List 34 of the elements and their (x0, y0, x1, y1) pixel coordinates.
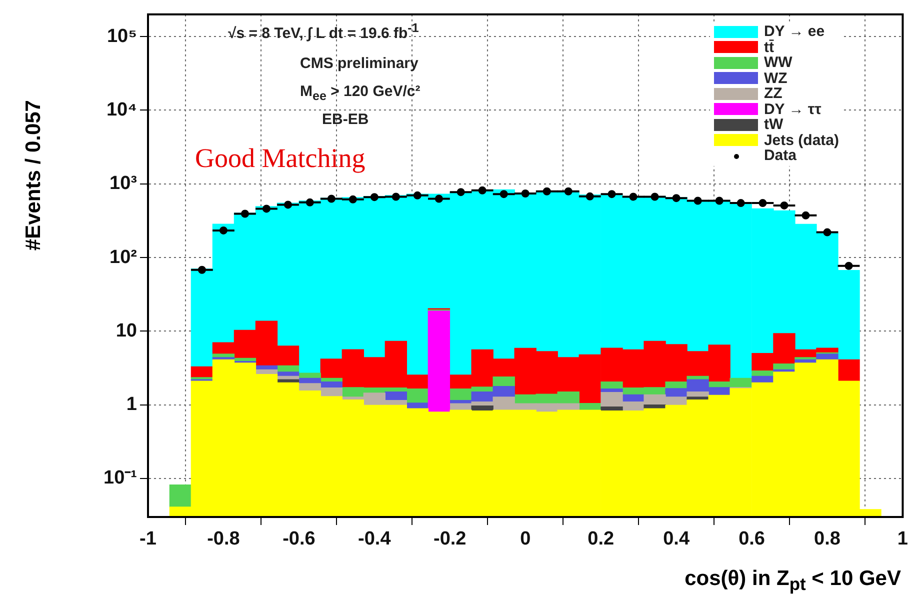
x-tick-label: -0.4 (358, 528, 392, 550)
x-tick-label: 0.6 (738, 528, 765, 550)
annotation: EB-EB (322, 111, 369, 128)
y-tick-label: 10² (110, 246, 137, 268)
legend-label: tW (764, 116, 784, 134)
annotation: √s = 8 TeV, ∫ L dt = 19.6 fb$^{-1}$ (228, 21, 419, 42)
legend-label: tt̄ (764, 38, 774, 56)
legend-label: WW (764, 54, 792, 72)
x-tick-label: -1 (140, 528, 157, 550)
y-tick-label: 10⁻¹ (104, 468, 137, 489)
legend-label: DY → ττ (764, 100, 822, 118)
text: Data (764, 147, 796, 164)
y-axis-title: #Events / 0.057 (22, 100, 46, 251)
annotation: CMS preliminary (300, 55, 418, 72)
y-tick-label: 10⁵ (106, 26, 137, 47)
y-tick-label: 10³ (110, 173, 137, 194)
annotation: M$_{ee}$ > 120 GeV/c² (300, 83, 420, 103)
x-axis-title: cos(θ) in Z$_{pt}$ < 10 GeV (684, 567, 901, 596)
legend-label: DY → ee (764, 23, 825, 40)
x-tick-label: 0.2 (588, 528, 614, 550)
x-tick-label: -0.6 (282, 528, 316, 550)
y-tick-label: 10 (116, 320, 137, 342)
x-tick-label: -0.8 (207, 528, 240, 550)
legend-label: ZZ (764, 85, 782, 102)
x-tick-label: 0 (520, 528, 531, 550)
legend-label: Jets (data) (764, 132, 839, 149)
x-tick-label: 0.4 (663, 528, 690, 550)
legend-label: WZ (764, 70, 788, 87)
x-tick-label: 1 (897, 528, 908, 550)
x-tick-label: 0.8 (814, 528, 840, 550)
y-tick-label: 1 (126, 394, 138, 416)
y-tick-label: 10⁴ (106, 99, 137, 120)
x-tick-label: -0.2 (434, 528, 466, 550)
annotation: Good Matching (195, 143, 366, 174)
